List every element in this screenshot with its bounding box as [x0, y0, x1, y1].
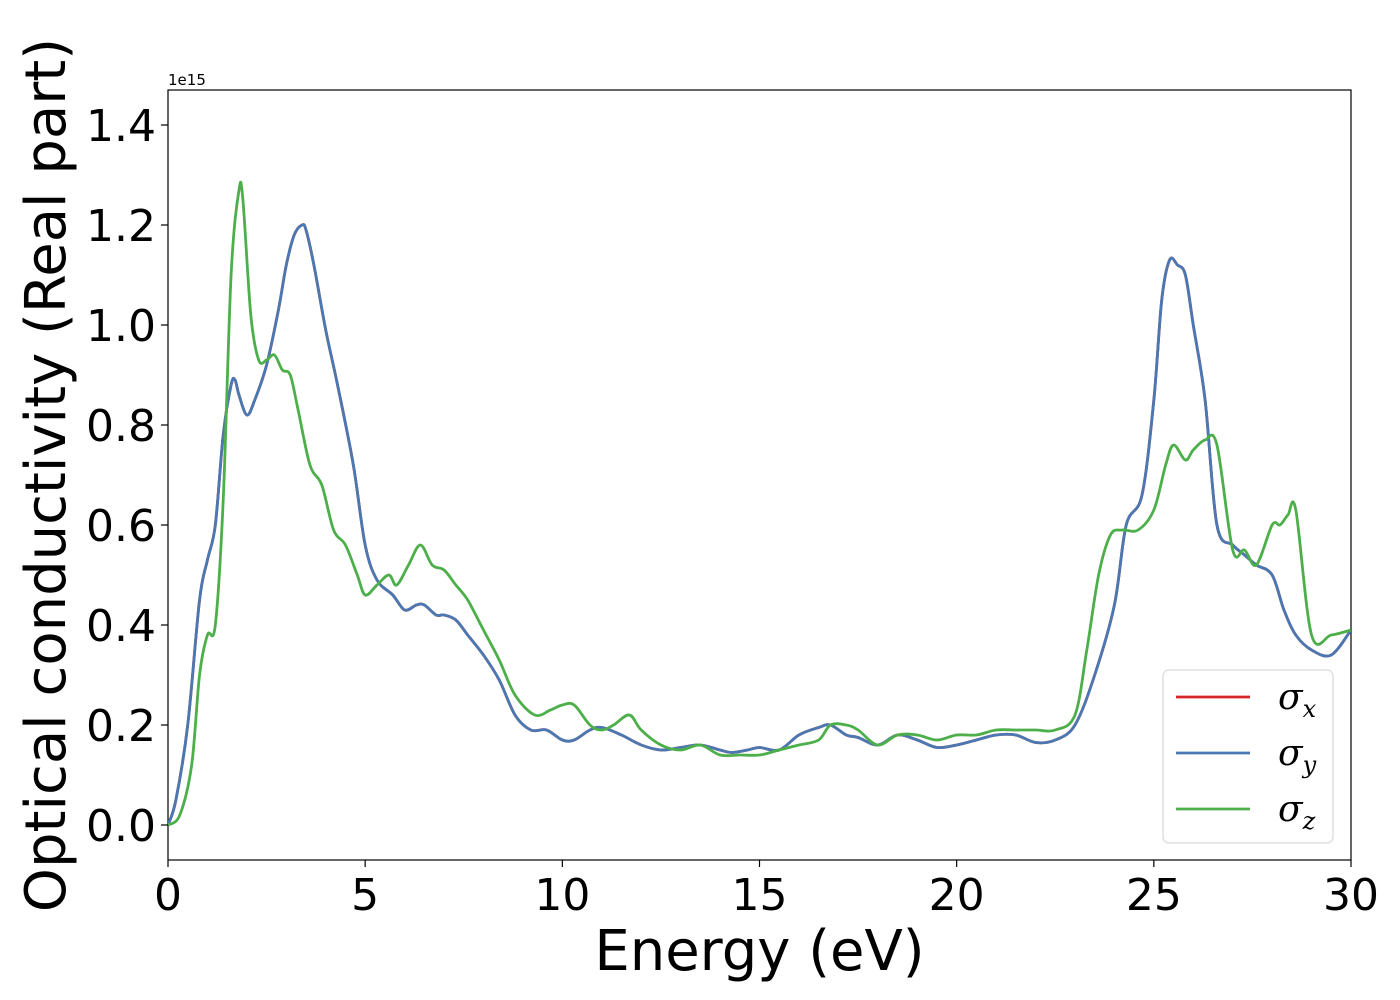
y-tick-label: 1.0 [86, 301, 156, 352]
y-axis-label: Optical conductivity (Real part) [14, 38, 79, 912]
y-tick-label: 0.2 [86, 701, 156, 752]
x-tick-label: 20 [929, 870, 985, 921]
y-tick-label: 1.2 [86, 201, 156, 252]
x-tick-label: 10 [534, 870, 590, 921]
legend-box [1162, 669, 1334, 844]
series-line-z [168, 180, 1351, 827]
x-tick-label: 5 [351, 870, 379, 921]
y-tick-label: 0.4 [86, 601, 156, 652]
legend-label-z: σz [1278, 789, 1316, 835]
x-tick-label: 0 [154, 870, 182, 921]
legend-label-x: σx [1278, 677, 1317, 723]
y-tick-label: 0.0 [86, 801, 156, 852]
y-tick-label: 0.6 [86, 501, 156, 552]
x-tick-label: 15 [732, 870, 788, 921]
legend: σx σy σz [1162, 669, 1334, 844]
plot-area-frame [167, 89, 1352, 861]
x-tick-label: 25 [1126, 870, 1182, 921]
axis-ticks: 0 5 10 15 20 25 30 0.0 0.2 0.4 0.6 0.8 1.0 1.2 1.4 [86, 101, 1379, 921]
legend-label-y: σy [1278, 733, 1317, 779]
y-tick-label: 1.4 [86, 101, 156, 152]
series-lines [168, 180, 1351, 827]
y-offset-label: 1e15 [168, 71, 206, 89]
x-axis-label: Energy (eV) [594, 919, 924, 984]
x-tick-label: 30 [1323, 870, 1379, 921]
y-tick-label: 0.8 [86, 401, 156, 452]
